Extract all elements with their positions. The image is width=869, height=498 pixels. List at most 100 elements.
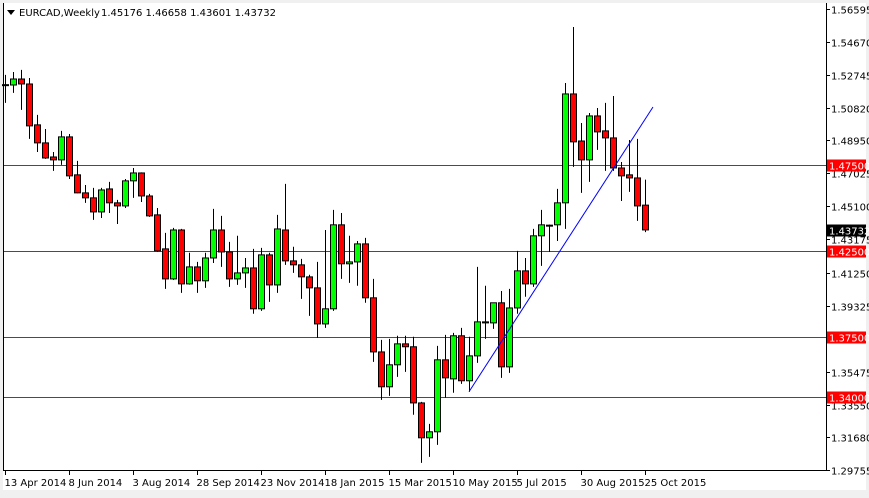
candle-body xyxy=(2,84,9,87)
x-tick-label: 8 Jun 2014 xyxy=(69,478,123,489)
candle-body xyxy=(290,260,297,266)
candle-body xyxy=(58,136,65,161)
candle-body xyxy=(218,229,225,253)
y-tick-label: 1.41250 xyxy=(831,270,869,281)
symbol-timeframe: EURCAD,Weekly xyxy=(19,8,100,19)
candle-body xyxy=(258,254,265,310)
x-tick-label: 28 Sep 2014 xyxy=(197,478,260,489)
y-tick-label: 1.54670 xyxy=(831,39,869,50)
candle-body xyxy=(130,172,137,182)
candle-body xyxy=(34,124,41,144)
y-tick-label: 1.29755 xyxy=(831,467,869,478)
candle-body xyxy=(314,287,321,325)
candle-body xyxy=(458,335,465,382)
candle-body xyxy=(418,402,425,439)
candle-body xyxy=(506,307,513,368)
candle-body xyxy=(162,248,169,280)
level-price-label: 1.47500 xyxy=(829,162,869,173)
candle-body xyxy=(402,343,409,348)
candle-body xyxy=(266,254,273,286)
candle-body xyxy=(178,229,185,285)
candle-body xyxy=(450,335,457,380)
candle-body xyxy=(554,202,561,226)
candle-body xyxy=(250,267,257,310)
candle-body xyxy=(570,93,577,143)
y-tick-label: 1.47025 xyxy=(831,170,869,181)
candle-body xyxy=(18,78,25,85)
candle-body xyxy=(530,235,537,285)
candle-body xyxy=(602,130,609,139)
candle-body xyxy=(122,180,129,207)
candle-body xyxy=(586,115,593,161)
level-price-label: 1.42500 xyxy=(829,248,869,259)
candle-body xyxy=(546,224,553,227)
y-tick-label: 1.33550 xyxy=(831,402,869,413)
candle-body xyxy=(74,174,81,194)
candle-body xyxy=(442,359,449,379)
candle-body xyxy=(210,229,217,259)
candle-body xyxy=(490,302,497,324)
y-tick-label: 1.50820 xyxy=(831,105,869,116)
candle-body xyxy=(66,136,73,177)
level-price-tag xyxy=(827,245,866,258)
candle-body xyxy=(322,308,329,325)
level-price-tag xyxy=(827,331,866,344)
candle-body xyxy=(338,224,345,265)
ohlc-readout: 1.45176 1.46658 1.43601 1.43732 xyxy=(101,8,276,19)
candle-body xyxy=(538,224,545,237)
candle-body xyxy=(234,272,241,280)
candle-body xyxy=(194,266,201,282)
candle-body xyxy=(298,264,305,278)
x-tick-label: 15 Mar 2015 xyxy=(389,478,452,489)
candle-body xyxy=(10,78,17,86)
x-tick-label: 10 May 2015 xyxy=(453,478,518,489)
candle-body xyxy=(434,359,441,433)
candle-body xyxy=(610,137,617,169)
candle-body xyxy=(98,189,105,213)
y-tick-label: 1.52745 xyxy=(831,72,869,83)
y-tick-label: 1.48950 xyxy=(831,137,869,148)
candle-body xyxy=(330,224,337,310)
candle-body xyxy=(474,321,481,357)
candle-body xyxy=(386,364,393,388)
candle-body xyxy=(426,431,433,439)
triangle-down-icon[interactable] xyxy=(7,10,15,15)
candle-body xyxy=(82,192,89,199)
candle-body xyxy=(594,115,601,133)
candle-body xyxy=(498,302,505,368)
x-tick-label: 18 Jan 2015 xyxy=(325,478,385,489)
candle-body xyxy=(106,188,113,204)
candle-body xyxy=(146,195,153,217)
level-price-label: 1.34000 xyxy=(829,394,869,405)
candle-body xyxy=(26,83,33,127)
current-price-label: 1.43732 xyxy=(829,227,869,238)
candle-body xyxy=(362,243,369,299)
candle-body xyxy=(410,346,417,404)
x-tick-label: 13 Apr 2014 xyxy=(5,478,67,489)
candle-body xyxy=(482,321,489,324)
candle-body xyxy=(138,172,145,197)
candle-body xyxy=(226,251,233,280)
candle-body xyxy=(522,270,529,285)
candle-body xyxy=(578,140,585,161)
candle-body xyxy=(618,167,625,177)
level-price-tag xyxy=(827,159,866,172)
x-tick-label: 30 Aug 2015 xyxy=(581,478,645,489)
candle-body xyxy=(370,297,377,353)
y-tick-label: 1.56595 xyxy=(831,6,869,17)
x-tick-label: 23 Nov 2014 xyxy=(261,478,325,489)
x-tick-label: 3 Aug 2014 xyxy=(133,478,191,489)
y-tick-label: 1.39325 xyxy=(831,303,869,314)
candle-body xyxy=(634,177,641,207)
y-tick-label: 1.45100 xyxy=(831,203,869,214)
candle-body xyxy=(50,156,57,161)
candle-body xyxy=(394,343,401,366)
candle-body xyxy=(114,202,121,207)
candle-body xyxy=(466,355,473,382)
y-tick-label: 1.43175 xyxy=(831,236,869,247)
candle-body xyxy=(354,243,361,263)
x-tick-label: 25 Oct 2015 xyxy=(645,478,707,489)
candle-body xyxy=(346,261,353,265)
y-tick-label: 1.31680 xyxy=(831,434,869,445)
